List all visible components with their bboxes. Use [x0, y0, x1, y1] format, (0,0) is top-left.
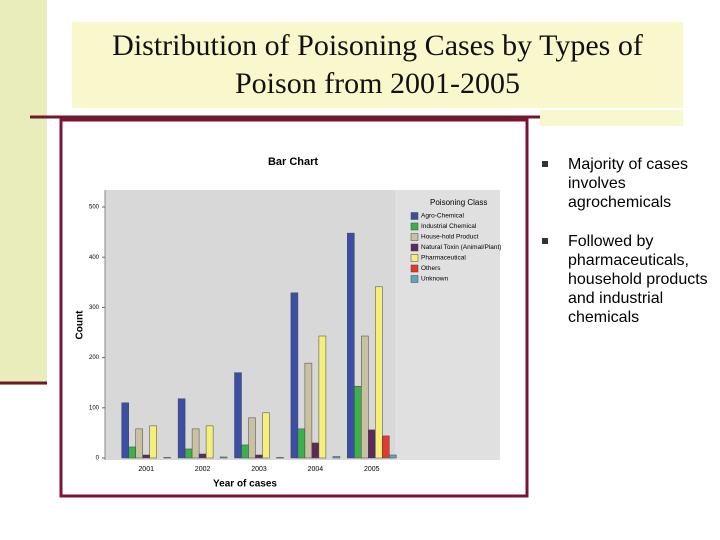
bar	[361, 335, 369, 459]
bar	[347, 232, 355, 459]
bullet: Majority of cases involves agrochemicals	[540, 155, 710, 212]
y-axis-label: Count	[75, 310, 86, 340]
legend-label: Industrial Chemical	[421, 223, 477, 230]
plot-area	[105, 190, 395, 460]
bar	[241, 444, 249, 459]
slide-title: Distribution of Poisoning Cases by Types…	[72, 22, 683, 108]
legend-label: Unknown	[421, 276, 448, 283]
bar	[128, 446, 136, 459]
bar	[276, 457, 284, 459]
bullet: Followed by pharmaceuticals, household p…	[540, 232, 710, 327]
bar	[255, 454, 263, 459]
accent	[540, 110, 683, 126]
x-tick-label: 2001	[138, 466, 154, 473]
chart-title: Bar Chart	[268, 156, 318, 168]
y-tick-label: 200	[89, 355, 100, 361]
y-tick-label: 400	[89, 255, 100, 261]
bar	[248, 417, 256, 459]
bar	[149, 425, 157, 459]
legend-label: Natural Toxin (Animal/Plant)	[421, 244, 501, 251]
bar	[262, 412, 270, 459]
bar	[205, 425, 214, 459]
legend-swatch	[410, 264, 419, 273]
legend-swatch	[410, 233, 419, 241]
bar	[142, 454, 150, 459]
legend-swatch	[410, 275, 419, 283]
bar	[290, 292, 299, 459]
bar	[177, 398, 186, 459]
bar	[304, 362, 313, 459]
y-tick-label: 500	[89, 205, 100, 211]
bar	[135, 428, 143, 459]
legend-label: House-hold Product	[421, 234, 479, 241]
bar	[311, 442, 320, 459]
bar	[163, 457, 171, 459]
x-axis-label: Year of cases	[213, 479, 277, 490]
x-tick-label: 2003	[251, 466, 267, 473]
bar	[297, 428, 306, 459]
bar	[219, 456, 228, 459]
bar	[354, 385, 362, 459]
bar	[382, 435, 390, 459]
legend-swatch	[410, 243, 419, 252]
bar	[184, 448, 193, 459]
legend-title: Poisoning Class	[430, 198, 487, 207]
legend-swatch	[410, 254, 419, 262]
side-bar	[0, 0, 47, 385]
legend-label: Others	[421, 265, 441, 272]
bar	[121, 402, 129, 459]
bar	[198, 453, 207, 459]
bar	[332, 456, 341, 459]
bar	[368, 429, 376, 459]
x-tick-label: 2005	[364, 466, 380, 473]
bar	[389, 454, 397, 459]
bar	[318, 335, 327, 459]
legend-swatch	[410, 222, 419, 231]
bar	[234, 372, 242, 459]
legend-label: Pharmaceutical	[421, 255, 466, 262]
legend-label: Agro-Chemical	[421, 213, 465, 220]
legend-swatch	[410, 212, 419, 220]
y-tick-label: 0	[96, 456, 100, 462]
x-tick-label: 2002	[195, 466, 211, 473]
y-tick-label: 100	[89, 405, 100, 411]
bar	[375, 286, 383, 459]
x-tick-label: 2004	[308, 466, 324, 473]
bullet-list: Majority of cases involves agrochemicals…	[540, 155, 710, 347]
y-tick-label: 300	[89, 305, 100, 311]
bar	[191, 428, 200, 459]
